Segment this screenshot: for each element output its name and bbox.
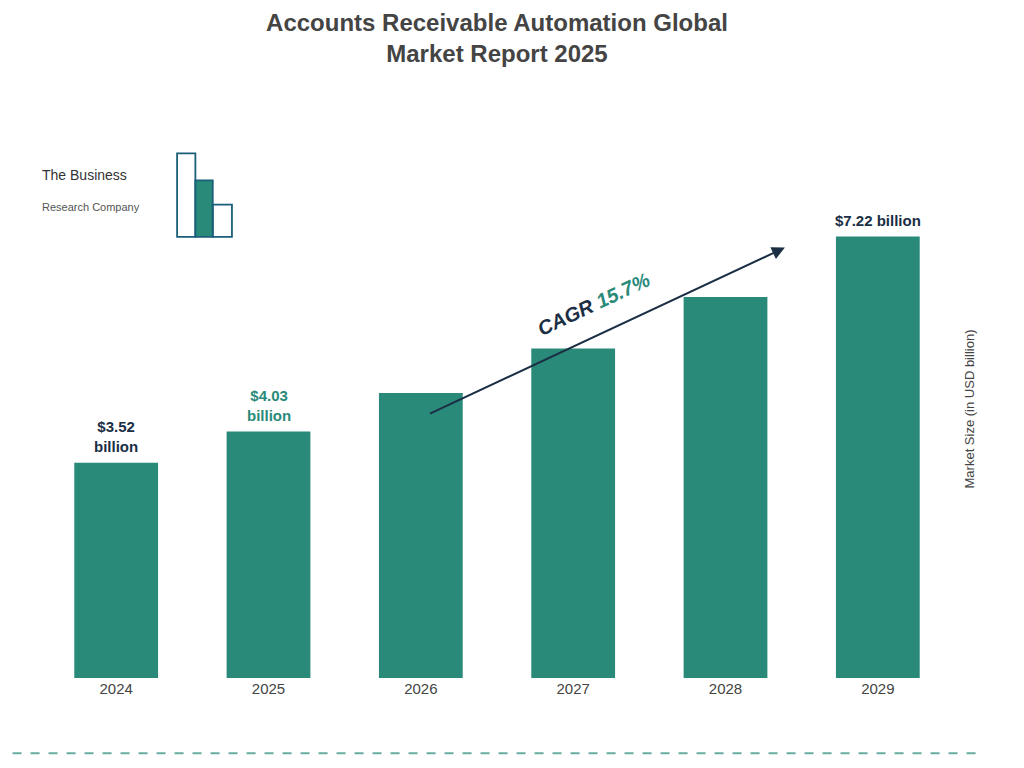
svg-text:The Business: The Business <box>42 167 127 183</box>
svg-text:2025: 2025 <box>252 680 285 697</box>
svg-text:$7.22 billion: $7.22 billion <box>835 212 921 229</box>
svg-text:CAGR 15.7%: CAGR 15.7% <box>534 268 653 339</box>
svg-text:$3.52billion: $3.52billion <box>94 418 138 455</box>
svg-text:Research Company: Research Company <box>42 201 140 213</box>
svg-text:2024: 2024 <box>99 680 132 697</box>
svg-text:2027: 2027 <box>556 680 589 697</box>
svg-text:2029: 2029 <box>861 680 894 697</box>
svg-text:Market Size (in USD billion): Market Size (in USD billion) <box>962 330 977 489</box>
svg-text:$4.03billion: $4.03billion <box>247 387 291 424</box>
svg-text:2026: 2026 <box>404 680 437 697</box>
svg-text:Accounts Receivable Automation: Accounts Receivable Automation GlobalMar… <box>266 9 728 67</box>
svg-text:2028: 2028 <box>709 680 742 697</box>
